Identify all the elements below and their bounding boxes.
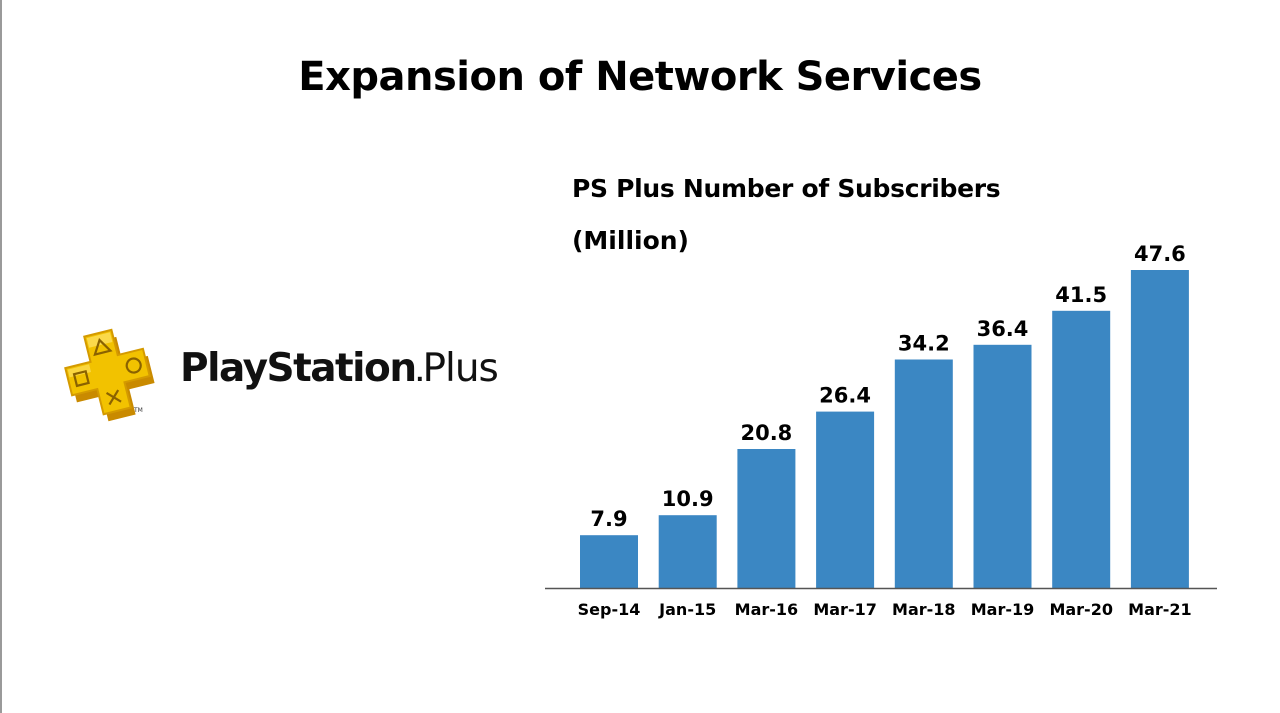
category-label-Mar-17: Mar-17 — [813, 600, 877, 619]
slide-title: Expansion of Network Services — [298, 54, 982, 100]
bar-Mar-16 — [737, 449, 796, 588]
subscribers-bar-chart: 7.9 Sep-14 10.9 Jan-15 20.8 Mar-16 26.4 Mar-17 3… — [545, 242, 1217, 619]
wordmark-dot: . — [415, 362, 424, 387]
chart-unit-label: (Million) — [572, 226, 689, 255]
bar-Mar-19 — [973, 344, 1032, 588]
chart-title: PS Plus Number of Subscribers — [572, 174, 1001, 203]
data-label-Mar-17: 26.4 — [819, 384, 871, 408]
category-label-Jan-15: Jan-15 — [658, 600, 716, 619]
bar-Mar-18 — [894, 359, 953, 588]
playstation-plus-icon — [64, 328, 155, 422]
category-label-Mar-19: Mar-19 — [971, 600, 1035, 619]
trademark-symbol: TM — [134, 407, 143, 414]
data-label-Mar-21: 47.6 — [1134, 242, 1186, 266]
category-label-Sep-14: Sep-14 — [578, 600, 641, 619]
bar-Mar-20 — [1052, 310, 1111, 588]
bar-Sep-14 — [580, 535, 638, 588]
playstation-plus-wordmark: PlayStation.Plus — [180, 346, 499, 391]
wordmark-playstation: PlayStation — [180, 346, 417, 391]
data-label-Mar-20: 41.5 — [1055, 283, 1107, 307]
data-label-Sep-14: 7.9 — [590, 507, 627, 531]
category-label-Mar-20: Mar-20 — [1049, 600, 1113, 619]
data-label-Jan-15: 10.9 — [662, 487, 714, 511]
data-label-Mar-16: 20.8 — [740, 421, 792, 445]
bar-Jan-15 — [658, 515, 717, 588]
playstation-plus-logo: TM PlayStation.Plus — [56, 322, 526, 432]
bar-Mar-17 — [816, 411, 875, 588]
bar-Mar-21 — [1130, 270, 1189, 588]
category-label-Mar-21: Mar-21 — [1128, 600, 1192, 619]
category-label-Mar-16: Mar-16 — [735, 600, 799, 619]
data-label-Mar-19: 36.4 — [977, 317, 1029, 341]
wordmark-plus: Plus — [422, 346, 498, 391]
slide-left-border — [0, 0, 2, 713]
category-label-Mar-18: Mar-18 — [892, 600, 956, 619]
data-label-Mar-18: 34.2 — [898, 332, 950, 356]
